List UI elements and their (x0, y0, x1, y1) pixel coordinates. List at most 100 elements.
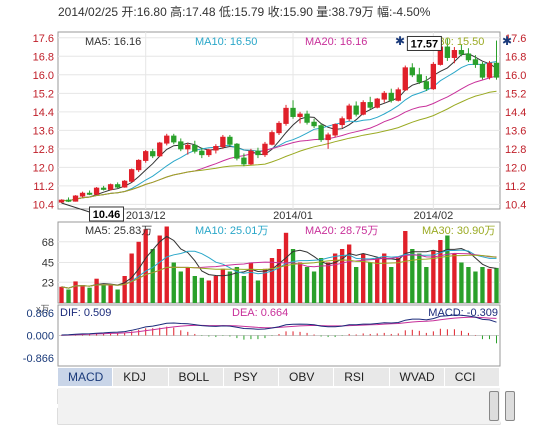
candle-body (213, 146, 219, 151)
candle-body (332, 124, 338, 136)
candle-body (171, 135, 177, 143)
candle-body (128, 169, 135, 182)
price-tick-left: 11.2 (33, 181, 54, 193)
price-tick-left: 17.6 (33, 33, 54, 45)
candle-body (276, 122, 282, 134)
candle-body (416, 74, 422, 83)
volume-bar (389, 267, 394, 303)
price-tick-right: 10.4 (505, 199, 526, 211)
volume-bar (129, 253, 134, 303)
volume-bar (445, 235, 450, 303)
candle-body (150, 151, 156, 157)
candle-body (290, 107, 296, 117)
volume-bar (185, 267, 190, 303)
candle-body (58, 199, 65, 203)
volume-bar (487, 268, 492, 303)
volume-bar (241, 276, 247, 303)
volume-bar (353, 267, 359, 303)
volume-bar (157, 235, 162, 303)
tab-psy[interactable]: PSY (223, 368, 279, 386)
x-tick-label: 2014/02 (413, 210, 453, 222)
price-tick-left: 14.4 (33, 107, 54, 119)
volume-bar (290, 249, 296, 303)
candle-body (430, 63, 437, 90)
volume-bar (73, 281, 78, 303)
volume-bar (368, 262, 373, 303)
candle-body (346, 105, 352, 120)
volume-ma-legend: MA30: 30.90万 (422, 225, 495, 237)
tab-wvad[interactable]: WVAD (389, 368, 445, 386)
candle-body (304, 113, 310, 123)
candle-body (339, 118, 345, 126)
volume-bar (199, 277, 205, 303)
volume-bar (332, 253, 338, 303)
candle-body (178, 141, 184, 150)
candle-body (79, 192, 86, 197)
candle-body (234, 143, 240, 159)
volume-bar (234, 267, 240, 303)
volume-bar (108, 284, 113, 303)
candle-body (493, 62, 500, 78)
candle-body (143, 151, 149, 161)
tab-boll[interactable]: BOLL (168, 368, 224, 386)
candle-body (262, 143, 268, 156)
x-tick-label: 2013/12 (126, 210, 166, 222)
candle-body (269, 132, 275, 145)
price-tick-right: 17.6 (505, 33, 526, 45)
price-ma-legend: MA5: 16.16 (85, 36, 141, 48)
tab-macd[interactable]: MACD (58, 368, 114, 386)
volume-bar (255, 280, 261, 303)
volume-bar (396, 258, 401, 303)
volume-bar (375, 258, 380, 303)
candle-body (297, 113, 303, 117)
candle-body (185, 144, 191, 150)
volume-bar (382, 253, 387, 303)
volume-unit-label: x万 (36, 304, 50, 314)
macd-tick: 0.000 (26, 331, 54, 343)
volume-bar (304, 267, 310, 303)
macd-tick: 0.866 (26, 308, 54, 320)
volume-bar (410, 249, 415, 303)
volume-bar (87, 287, 92, 303)
volume-bar (403, 231, 408, 303)
dif-line (61, 314, 497, 336)
candle-body (402, 67, 408, 91)
tab-kdj[interactable]: KDJ (113, 368, 169, 386)
tab-obv[interactable]: OBV (279, 368, 335, 386)
macd-legend: MACD: -0.309 (428, 307, 498, 319)
timeline-navigator[interactable] (58, 388, 500, 424)
tab-rsi[interactable]: RSI (334, 368, 390, 386)
candle-body (325, 134, 331, 141)
volume-label: 量: (316, 5, 332, 19)
candle-body (136, 159, 142, 171)
price-tick-right: 12.8 (505, 144, 526, 156)
volume-bar (325, 262, 331, 303)
range-handle-right[interactable] (505, 391, 515, 421)
price-ma-legend: MA10: 16.50 (195, 36, 257, 48)
marker-star-icon: ✱ (395, 34, 405, 48)
candle-body (423, 81, 430, 90)
volume-bar (136, 241, 141, 303)
volume-ma10-line (61, 249, 497, 289)
range-handle-left[interactable] (489, 391, 499, 421)
candle-body (121, 180, 128, 188)
volume-bar (220, 268, 226, 303)
candle-body (444, 46, 451, 58)
quote-date: 2014/02/25 (58, 5, 119, 19)
candle-body (241, 157, 247, 165)
max-annotation-box (406, 35, 442, 51)
candle-body (367, 102, 373, 108)
candle-body (199, 150, 205, 156)
price-tick-left: 12.8 (33, 144, 54, 156)
volume-bar (66, 289, 71, 303)
max-annotation: 17.57 (411, 38, 439, 50)
tab-cci[interactable]: CCI (444, 368, 500, 386)
volume-bar (269, 258, 275, 303)
macd-tick: -0.866 (23, 353, 54, 365)
volume-bar (248, 262, 254, 303)
low-value: 15.79 (234, 5, 265, 19)
price-tick-left: 16.0 (33, 70, 54, 82)
volume-tick: 68 (42, 237, 54, 249)
candle-body (114, 184, 121, 188)
